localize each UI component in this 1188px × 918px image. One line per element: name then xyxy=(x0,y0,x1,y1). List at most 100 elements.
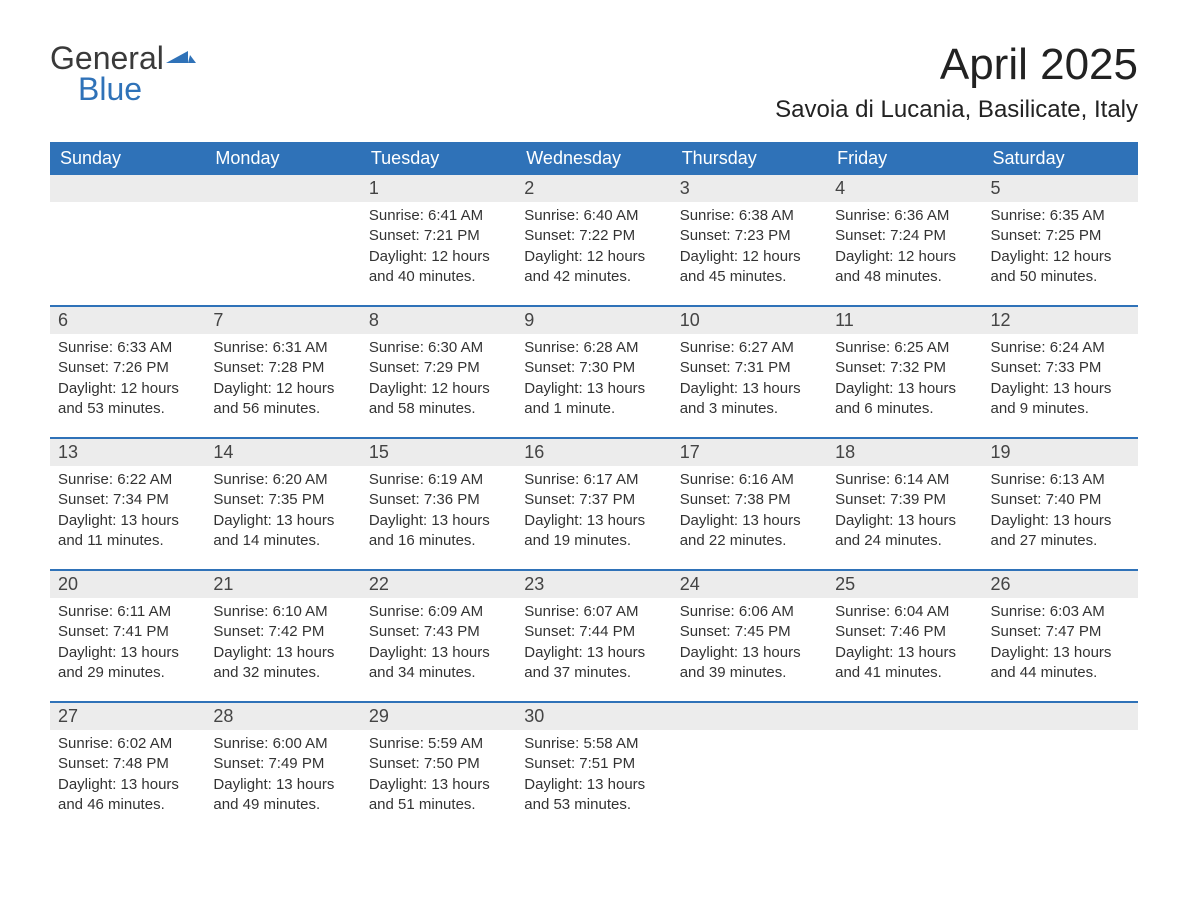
sunset-text: Sunset: 7:34 PM xyxy=(58,490,197,510)
day-number-cell xyxy=(983,702,1138,730)
page-header: General Blue April 2025 Savoia di Lucani… xyxy=(50,40,1138,124)
day-content-cell: Sunrise: 6:19 AMSunset: 7:36 PMDaylight:… xyxy=(361,466,516,570)
day-number-cell xyxy=(50,175,205,202)
day-content-cell: Sunrise: 6:31 AMSunset: 7:28 PMDaylight:… xyxy=(205,334,360,438)
day-content-row: Sunrise: 6:33 AMSunset: 7:26 PMDaylight:… xyxy=(50,334,1138,438)
day-number-cell: 13 xyxy=(50,438,205,466)
location-subtitle: Savoia di Lucania, Basilicate, Italy xyxy=(775,96,1138,124)
day-number-cell: 14 xyxy=(205,438,360,466)
day-number-cell: 6 xyxy=(50,306,205,334)
day-number-cell: 7 xyxy=(205,306,360,334)
sunrise-text: Sunrise: 6:04 AM xyxy=(835,602,974,622)
sunset-text: Sunset: 7:23 PM xyxy=(680,226,819,246)
daylight-text: Daylight: 13 hours and 44 minutes. xyxy=(991,643,1130,684)
sunrise-text: Sunrise: 6:17 AM xyxy=(524,470,663,490)
day-content-cell: Sunrise: 6:35 AMSunset: 7:25 PMDaylight:… xyxy=(983,202,1138,306)
weekday-header: Thursday xyxy=(672,142,827,175)
day-number-cell: 5 xyxy=(983,175,1138,202)
day-content-cell: Sunrise: 6:00 AMSunset: 7:49 PMDaylight:… xyxy=(205,730,360,833)
sunset-text: Sunset: 7:44 PM xyxy=(524,622,663,642)
day-number-cell: 11 xyxy=(827,306,982,334)
sunset-text: Sunset: 7:47 PM xyxy=(991,622,1130,642)
day-content-cell: Sunrise: 6:38 AMSunset: 7:23 PMDaylight:… xyxy=(672,202,827,306)
daylight-text: Daylight: 12 hours and 53 minutes. xyxy=(58,379,197,420)
day-content-cell: Sunrise: 6:10 AMSunset: 7:42 PMDaylight:… xyxy=(205,598,360,702)
daylight-text: Daylight: 13 hours and 14 minutes. xyxy=(213,511,352,552)
daylight-text: Daylight: 13 hours and 27 minutes. xyxy=(991,511,1130,552)
title-block: April 2025 Savoia di Lucania, Basilicate… xyxy=(775,40,1138,124)
day-content-cell: Sunrise: 6:20 AMSunset: 7:35 PMDaylight:… xyxy=(205,466,360,570)
day-content-cell: Sunrise: 6:13 AMSunset: 7:40 PMDaylight:… xyxy=(983,466,1138,570)
day-content-cell xyxy=(205,202,360,306)
daylight-text: Daylight: 13 hours and 53 minutes. xyxy=(524,775,663,816)
sunrise-text: Sunrise: 5:58 AM xyxy=(524,734,663,754)
day-number-cell: 15 xyxy=(361,438,516,466)
day-number-row: 13141516171819 xyxy=(50,438,1138,466)
sunrise-text: Sunrise: 6:28 AM xyxy=(524,338,663,358)
day-number-row: 20212223242526 xyxy=(50,570,1138,598)
daylight-text: Daylight: 13 hours and 11 minutes. xyxy=(58,511,197,552)
logo-text-blue: Blue xyxy=(78,71,196,108)
day-content-cell: Sunrise: 6:07 AMSunset: 7:44 PMDaylight:… xyxy=(516,598,671,702)
brand-logo: General Blue xyxy=(50,40,196,108)
sunset-text: Sunset: 7:41 PM xyxy=(58,622,197,642)
sunrise-text: Sunrise: 6:36 AM xyxy=(835,206,974,226)
sunset-text: Sunset: 7:48 PM xyxy=(58,754,197,774)
weekday-header: Tuesday xyxy=(361,142,516,175)
daylight-text: Daylight: 13 hours and 24 minutes. xyxy=(835,511,974,552)
day-number-cell: 2 xyxy=(516,175,671,202)
sunset-text: Sunset: 7:43 PM xyxy=(369,622,508,642)
sunset-text: Sunset: 7:42 PM xyxy=(213,622,352,642)
day-number-cell: 3 xyxy=(672,175,827,202)
day-number-cell: 28 xyxy=(205,702,360,730)
day-number-cell: 1 xyxy=(361,175,516,202)
sunrise-text: Sunrise: 6:11 AM xyxy=(58,602,197,622)
sunrise-text: Sunrise: 6:19 AM xyxy=(369,470,508,490)
sunrise-text: Sunrise: 6:22 AM xyxy=(58,470,197,490)
day-content-cell: Sunrise: 6:04 AMSunset: 7:46 PMDaylight:… xyxy=(827,598,982,702)
day-number-cell: 17 xyxy=(672,438,827,466)
day-content-cell: Sunrise: 5:59 AMSunset: 7:50 PMDaylight:… xyxy=(361,730,516,833)
sunset-text: Sunset: 7:40 PM xyxy=(991,490,1130,510)
day-content-cell: Sunrise: 6:14 AMSunset: 7:39 PMDaylight:… xyxy=(827,466,982,570)
day-number-row: 6789101112 xyxy=(50,306,1138,334)
sunrise-text: Sunrise: 6:35 AM xyxy=(991,206,1130,226)
day-content-cell xyxy=(983,730,1138,833)
daylight-text: Daylight: 13 hours and 9 minutes. xyxy=(991,379,1130,420)
day-number-cell: 10 xyxy=(672,306,827,334)
sunrise-text: Sunrise: 6:07 AM xyxy=(524,602,663,622)
sunrise-text: Sunrise: 6:41 AM xyxy=(369,206,508,226)
daylight-text: Daylight: 12 hours and 48 minutes. xyxy=(835,247,974,288)
daylight-text: Daylight: 12 hours and 40 minutes. xyxy=(369,247,508,288)
daylight-text: Daylight: 13 hours and 34 minutes. xyxy=(369,643,508,684)
sunset-text: Sunset: 7:30 PM xyxy=(524,358,663,378)
day-content-cell: Sunrise: 6:41 AMSunset: 7:21 PMDaylight:… xyxy=(361,202,516,306)
sunset-text: Sunset: 7:51 PM xyxy=(524,754,663,774)
day-content-row: Sunrise: 6:11 AMSunset: 7:41 PMDaylight:… xyxy=(50,598,1138,702)
sunset-text: Sunset: 7:26 PM xyxy=(58,358,197,378)
sunrise-text: Sunrise: 6:31 AM xyxy=(213,338,352,358)
day-number-cell xyxy=(672,702,827,730)
weekday-header-row: Sunday Monday Tuesday Wednesday Thursday… xyxy=(50,142,1138,175)
day-number-cell: 12 xyxy=(983,306,1138,334)
sunset-text: Sunset: 7:32 PM xyxy=(835,358,974,378)
day-number-cell xyxy=(827,702,982,730)
daylight-text: Daylight: 13 hours and 51 minutes. xyxy=(369,775,508,816)
weekday-header: Saturday xyxy=(983,142,1138,175)
day-content-cell: Sunrise: 6:22 AMSunset: 7:34 PMDaylight:… xyxy=(50,466,205,570)
day-content-cell: Sunrise: 6:02 AMSunset: 7:48 PMDaylight:… xyxy=(50,730,205,833)
daylight-text: Daylight: 13 hours and 6 minutes. xyxy=(835,379,974,420)
daylight-text: Daylight: 12 hours and 50 minutes. xyxy=(991,247,1130,288)
day-content-cell: Sunrise: 6:06 AMSunset: 7:45 PMDaylight:… xyxy=(672,598,827,702)
day-number-cell: 22 xyxy=(361,570,516,598)
day-content-cell: Sunrise: 6:28 AMSunset: 7:30 PMDaylight:… xyxy=(516,334,671,438)
sunset-text: Sunset: 7:33 PM xyxy=(991,358,1130,378)
day-content-cell: Sunrise: 6:40 AMSunset: 7:22 PMDaylight:… xyxy=(516,202,671,306)
day-content-cell: Sunrise: 6:30 AMSunset: 7:29 PMDaylight:… xyxy=(361,334,516,438)
sunset-text: Sunset: 7:46 PM xyxy=(835,622,974,642)
daylight-text: Daylight: 13 hours and 19 minutes. xyxy=(524,511,663,552)
daylight-text: Daylight: 13 hours and 41 minutes. xyxy=(835,643,974,684)
daylight-text: Daylight: 13 hours and 29 minutes. xyxy=(58,643,197,684)
sunset-text: Sunset: 7:37 PM xyxy=(524,490,663,510)
sunset-text: Sunset: 7:45 PM xyxy=(680,622,819,642)
